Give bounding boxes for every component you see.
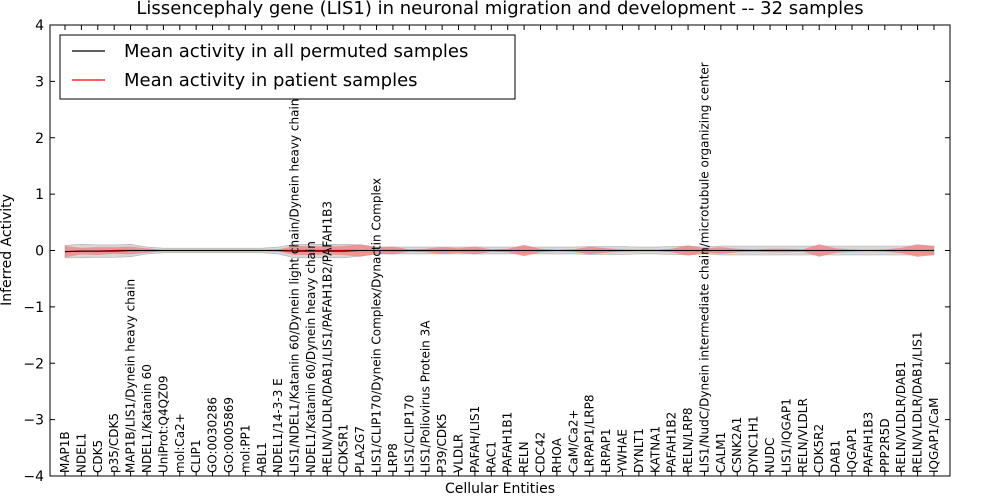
x-tick-label: DYNLT1 xyxy=(632,428,646,473)
permuted-mean-line xyxy=(64,250,934,253)
x-tick-label: CDK5R1 xyxy=(337,424,351,473)
x-tick-label: NUDC xyxy=(763,438,777,473)
x-tick-label: NDEL1/Katanin 60 xyxy=(140,364,154,473)
y-tick-label: 0 xyxy=(35,244,44,260)
y-axis: −4 −3 −2 −1 0 1 2 3 4 xyxy=(23,18,950,485)
x-tick-label: VLDLR xyxy=(452,434,466,473)
x-tick-label: LIS1/NDEL1/Katanin 60/Dynein light chain… xyxy=(288,99,302,473)
x-tick-label: MAP1B/LIS1/Dynein heavy chain xyxy=(124,279,138,473)
x-tick-label: DYNC1H1 xyxy=(747,415,761,473)
x-tick-label: PAFAH1B3 xyxy=(861,412,875,473)
x-tick-label: RELN/VLDLR/DAB1 xyxy=(894,361,908,473)
legend-box xyxy=(59,34,516,100)
y-tick-label: 4 xyxy=(35,18,44,34)
x-axis-label: Cellular Entities xyxy=(445,481,555,497)
x-tick-label: NDEL1/Katanin 60/Dynein heavy chain xyxy=(304,241,318,473)
x-tick-label: KATNA1 xyxy=(648,426,662,473)
x-tick-label: CLIP1 xyxy=(189,440,203,473)
x-tick-label: CDK5 xyxy=(91,440,105,473)
y-tick-label: −4 xyxy=(23,469,44,485)
x-tick-label: PLA2G7 xyxy=(353,426,367,473)
y-tick-label: −3 xyxy=(23,413,44,429)
x-tick-label: mol:Ca2+ xyxy=(173,413,187,473)
x-axis: MAP1B NDEL1 CDK5 p35/CDK5 MAP1B/LIS1/Dynein … xyxy=(58,25,941,476)
series-lines xyxy=(64,249,934,253)
x-tick-label: P39/CDK5 xyxy=(435,413,449,473)
x-tick-label: LRP8 xyxy=(386,443,400,473)
x-tick-label: RHOA xyxy=(550,437,564,473)
x-tick-label: DAB1 xyxy=(829,440,843,473)
y-tick-label: 2 xyxy=(35,131,44,147)
x-tick-label: LIS1/CLIP170 xyxy=(402,395,416,473)
legend-label-patient: Mean activity in patient samples xyxy=(124,70,418,91)
x-tick-label: p35/CDK5 xyxy=(107,413,121,473)
x-tick-label: MAP1B xyxy=(58,431,72,473)
x-tick-label: RELN/VLDLR/DAB1/LIS1/PAFAH1B2/PAFAH1B3 xyxy=(320,201,334,473)
x-tick-label: LIS1/IQGAP1 xyxy=(779,398,793,473)
x-tick-label: LIS1/Poliovirus Protein 3A xyxy=(419,320,433,473)
x-tick-label: LIS1/CLIP170/Dynein Complex/Dynactin Com… xyxy=(370,178,384,473)
y-tick-label: −2 xyxy=(23,356,44,372)
x-tick-label: PAFAH/LIS1 xyxy=(468,406,482,473)
x-tick-label: CDC42 xyxy=(534,432,548,473)
x-tick-label: GO:0030286 xyxy=(206,397,220,473)
x-tick-label: YWHAE xyxy=(616,429,630,474)
x-tick-label: LRPAP1 xyxy=(599,428,613,473)
x-tick-label: RELN/LRP8 xyxy=(681,407,695,473)
x-tick-label: CDK5R2 xyxy=(812,424,826,473)
x-tick-label: IQGAP1/CaM xyxy=(927,398,941,474)
x-tick-label: IQGAP1 xyxy=(845,428,859,473)
legend-label-permuted: Mean activity in all permuted samples xyxy=(124,41,468,62)
x-tick-label: RELN xyxy=(517,441,531,473)
x-tick-label: GO:0005869 xyxy=(222,397,236,473)
x-tick-label: mol:PP1 xyxy=(238,424,252,473)
x-tick-label: CaM/Ca2+ xyxy=(566,409,580,473)
x-tick-label: UniProt:Q4QZ09 xyxy=(156,375,170,473)
y-tick-label: 1 xyxy=(35,187,44,203)
legend: Mean activity in all permuted samples Me… xyxy=(59,34,516,100)
chart-title: Lissencephaly gene (LIS1) in neuronal mi… xyxy=(136,0,863,19)
x-tick-label: ABL1 xyxy=(255,442,269,473)
x-tick-label: PAFAH1B2 xyxy=(665,412,679,473)
y-tick-label: −1 xyxy=(23,300,44,316)
x-tick-label: NDEL1/14-3-3 E xyxy=(271,378,285,473)
y-tick-label: 3 xyxy=(35,74,44,90)
x-tick-label: CSNK2A1 xyxy=(730,417,744,473)
x-tick-label: RAC1 xyxy=(484,441,498,473)
x-tick-label: CALM1 xyxy=(714,432,728,473)
x-tick-label: PAFAH1B1 xyxy=(501,412,515,473)
x-tick-label: RELN/VLDLR/DAB1/LIS1 xyxy=(911,332,925,473)
x-tick-label: LRPAP1/LRP8 xyxy=(583,394,597,473)
y-axis-label: Inferred Activity xyxy=(0,194,15,306)
x-tick-label: PPP2R5D xyxy=(878,418,892,473)
x-tick-label: LIS1/NudC/Dynein intermediate chain/micr… xyxy=(698,62,712,473)
x-tick-label: RELN/VLDLR xyxy=(796,398,810,473)
x-tick-label: NDEL1 xyxy=(74,433,88,473)
